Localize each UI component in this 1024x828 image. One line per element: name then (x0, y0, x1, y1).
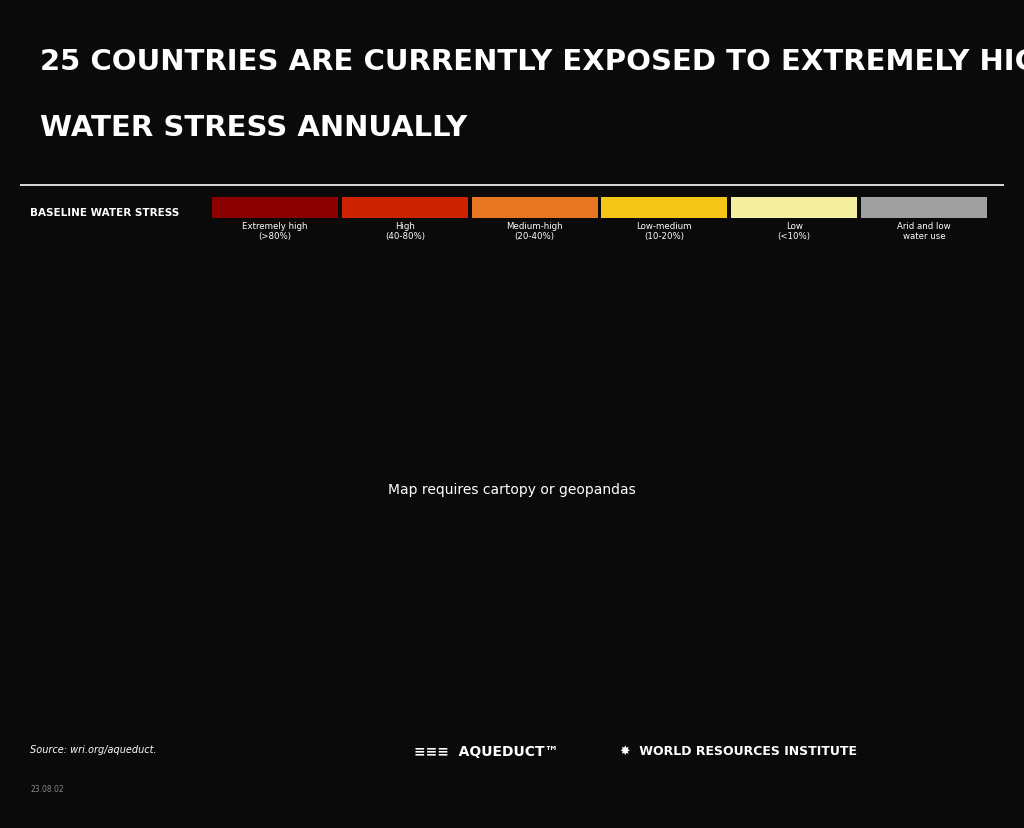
Text: High
(40-80%): High (40-80%) (385, 221, 425, 241)
Bar (212, 197, 338, 219)
Text: Low-medium
(10-20%): Low-medium (10-20%) (637, 221, 692, 241)
Text: ✸  WORLD RESOURCES INSTITUTE: ✸ WORLD RESOURCES INSTITUTE (621, 744, 857, 757)
Bar (342, 197, 468, 219)
Text: WATER STRESS ANNUALLY: WATER STRESS ANNUALLY (40, 113, 467, 142)
Text: BASELINE WATER STRESS: BASELINE WATER STRESS (31, 208, 179, 218)
Bar (601, 197, 727, 219)
Bar (861, 197, 987, 219)
Text: 23.08.02: 23.08.02 (31, 783, 63, 792)
Text: Map requires cartopy or geopandas: Map requires cartopy or geopandas (388, 482, 636, 496)
Text: Extremely high
(>80%): Extremely high (>80%) (243, 221, 308, 241)
Text: Medium-high
(20-40%): Medium-high (20-40%) (506, 221, 563, 241)
Text: Arid and low
water use: Arid and low water use (897, 221, 950, 241)
Text: Source: wri.org/aqueduct.: Source: wri.org/aqueduct. (31, 744, 157, 753)
Text: 25 COUNTRIES ARE CURRENTLY EXPOSED TO EXTREMELY HIGH: 25 COUNTRIES ARE CURRENTLY EXPOSED TO EX… (40, 48, 1024, 76)
Text: ≡≡≡  AQUEDUCT™: ≡≡≡ AQUEDUCT™ (414, 744, 558, 758)
Bar (731, 197, 857, 219)
Bar (472, 197, 598, 219)
Text: Low
(<10%): Low (<10%) (777, 221, 811, 241)
